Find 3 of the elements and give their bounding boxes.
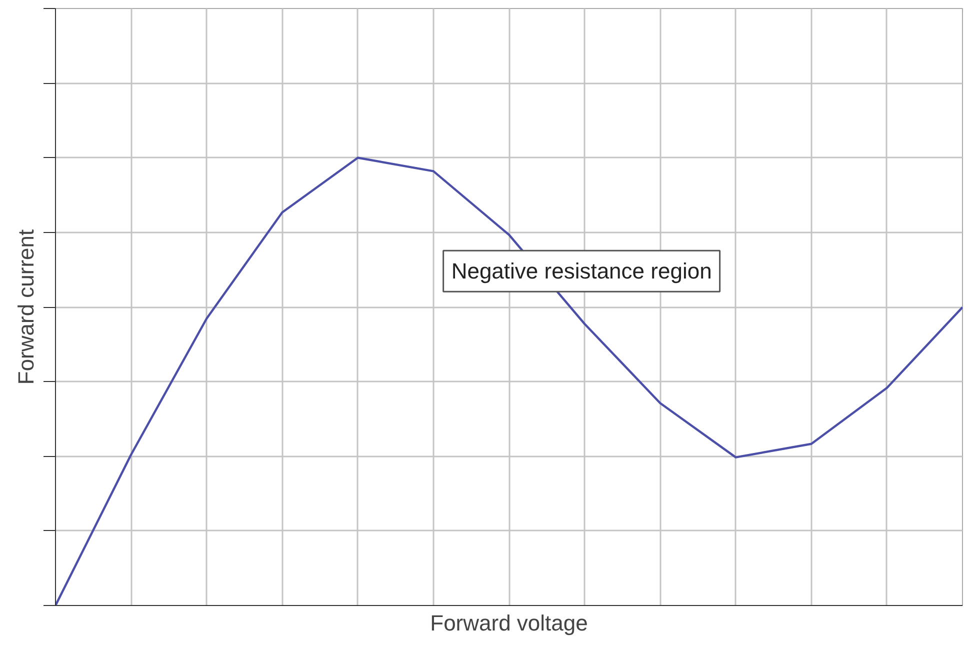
x-axis-title: Forward voltage [430, 610, 588, 636]
y-axis-title: Forward current [14, 229, 38, 385]
annotation: Negative resistance region [451, 258, 712, 284]
